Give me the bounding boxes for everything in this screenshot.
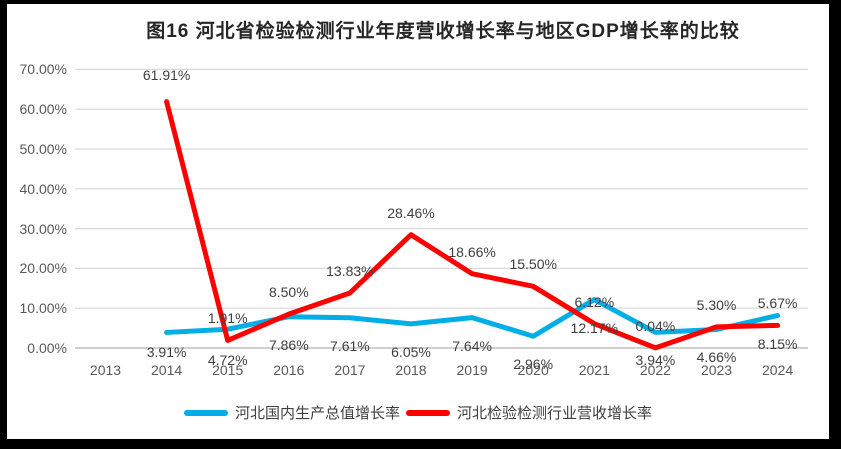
- data-label-revenue: 1.91%: [207, 310, 248, 327]
- y-tick-label: 20.00%: [19, 260, 67, 277]
- data-label-revenue: 28.46%: [387, 204, 435, 221]
- data-label-revenue: 5.30%: [696, 296, 737, 313]
- data-label-revenue: 18.66%: [448, 243, 496, 260]
- legend-item-gdp: 河北国内生产总值增长率: [183, 402, 400, 423]
- y-tick-label: 0.00%: [27, 340, 67, 356]
- series-line-revenue: [164, 99, 781, 351]
- legend-label-gdp: 河北国内生产总值增长率: [234, 405, 400, 422]
- series-line-gdp: [164, 297, 781, 339]
- data-label-gdp: 3.94%: [635, 352, 676, 369]
- data-label-revenue: 15.50%: [509, 256, 557, 273]
- plot-area: [75, 68, 808, 351]
- y-tick-label: 60.00%: [19, 101, 67, 118]
- y-tick-label: 40.00%: [19, 180, 67, 197]
- data-label-revenue: 5.67%: [757, 295, 798, 312]
- chart-title: 图16 河北省检验检测行业年度营收增长率与地区GDP增长率的比较: [146, 21, 740, 42]
- data-label-revenue: 13.83%: [326, 262, 374, 279]
- x-tick-label: 2022: [639, 362, 671, 378]
- data-label-revenue: 0.04%: [635, 317, 676, 334]
- legend-item-revenue: 河北检验检测行业营收增长率: [406, 402, 652, 423]
- data-label-revenue: 6.12%: [574, 293, 615, 310]
- x-tick-label: 2020: [517, 362, 549, 378]
- data-label-gdp: 6.05%: [391, 343, 431, 360]
- data-label-gdp: 7.86%: [268, 336, 309, 353]
- data-label-gdp: 8.15%: [757, 335, 798, 352]
- data-label-gdp: 7.64%: [452, 337, 492, 354]
- data-label-gdp: 7.61%: [330, 337, 370, 354]
- x-tick-label: 2016: [273, 362, 305, 378]
- data-label-gdp: 4.72%: [207, 352, 248, 369]
- y-tick-label: 70.00%: [19, 61, 67, 78]
- x-tick-label: 2013: [89, 362, 122, 378]
- revenue-line-swatch: [406, 409, 450, 416]
- data-label-gdp: 4.66%: [696, 349, 737, 366]
- data-label-gdp: 3.91%: [146, 344, 187, 361]
- x-tick-label: 2014: [151, 362, 183, 378]
- y-tick-label: 10.00%: [19, 300, 67, 317]
- y-tick-label: 30.00%: [19, 220, 67, 237]
- x-tick-label: 2024: [762, 362, 794, 378]
- legend: 河北国内生产总值增长率 河北检验检测行业营收增长率: [7, 402, 829, 423]
- data-label-gdp: 2.96%: [513, 356, 554, 373]
- x-tick-label: 2023: [700, 362, 733, 378]
- x-tick-label: 2015: [212, 362, 244, 378]
- data-label-gdp: 12.17%: [570, 319, 619, 336]
- legend-label-revenue: 河北检验检测行业营收增长率: [457, 405, 653, 422]
- y-tick-label: 50.00%: [19, 141, 67, 157]
- x-tick-label: 2017: [334, 362, 366, 378]
- x-tick-label: 2021: [578, 362, 610, 378]
- data-label-revenue: 61.91%: [142, 66, 191, 83]
- x-tick-label: 2019: [456, 362, 488, 378]
- x-tick-label: 2018: [395, 362, 427, 378]
- gdp-line-swatch: [183, 409, 228, 416]
- data-label-revenue: 8.50%: [268, 284, 309, 301]
- chart-canvas: 图16 河北省检验检测行业年度营收增长率与地区GDP增长率的比较 0.00% 10…: [7, 4, 829, 439]
